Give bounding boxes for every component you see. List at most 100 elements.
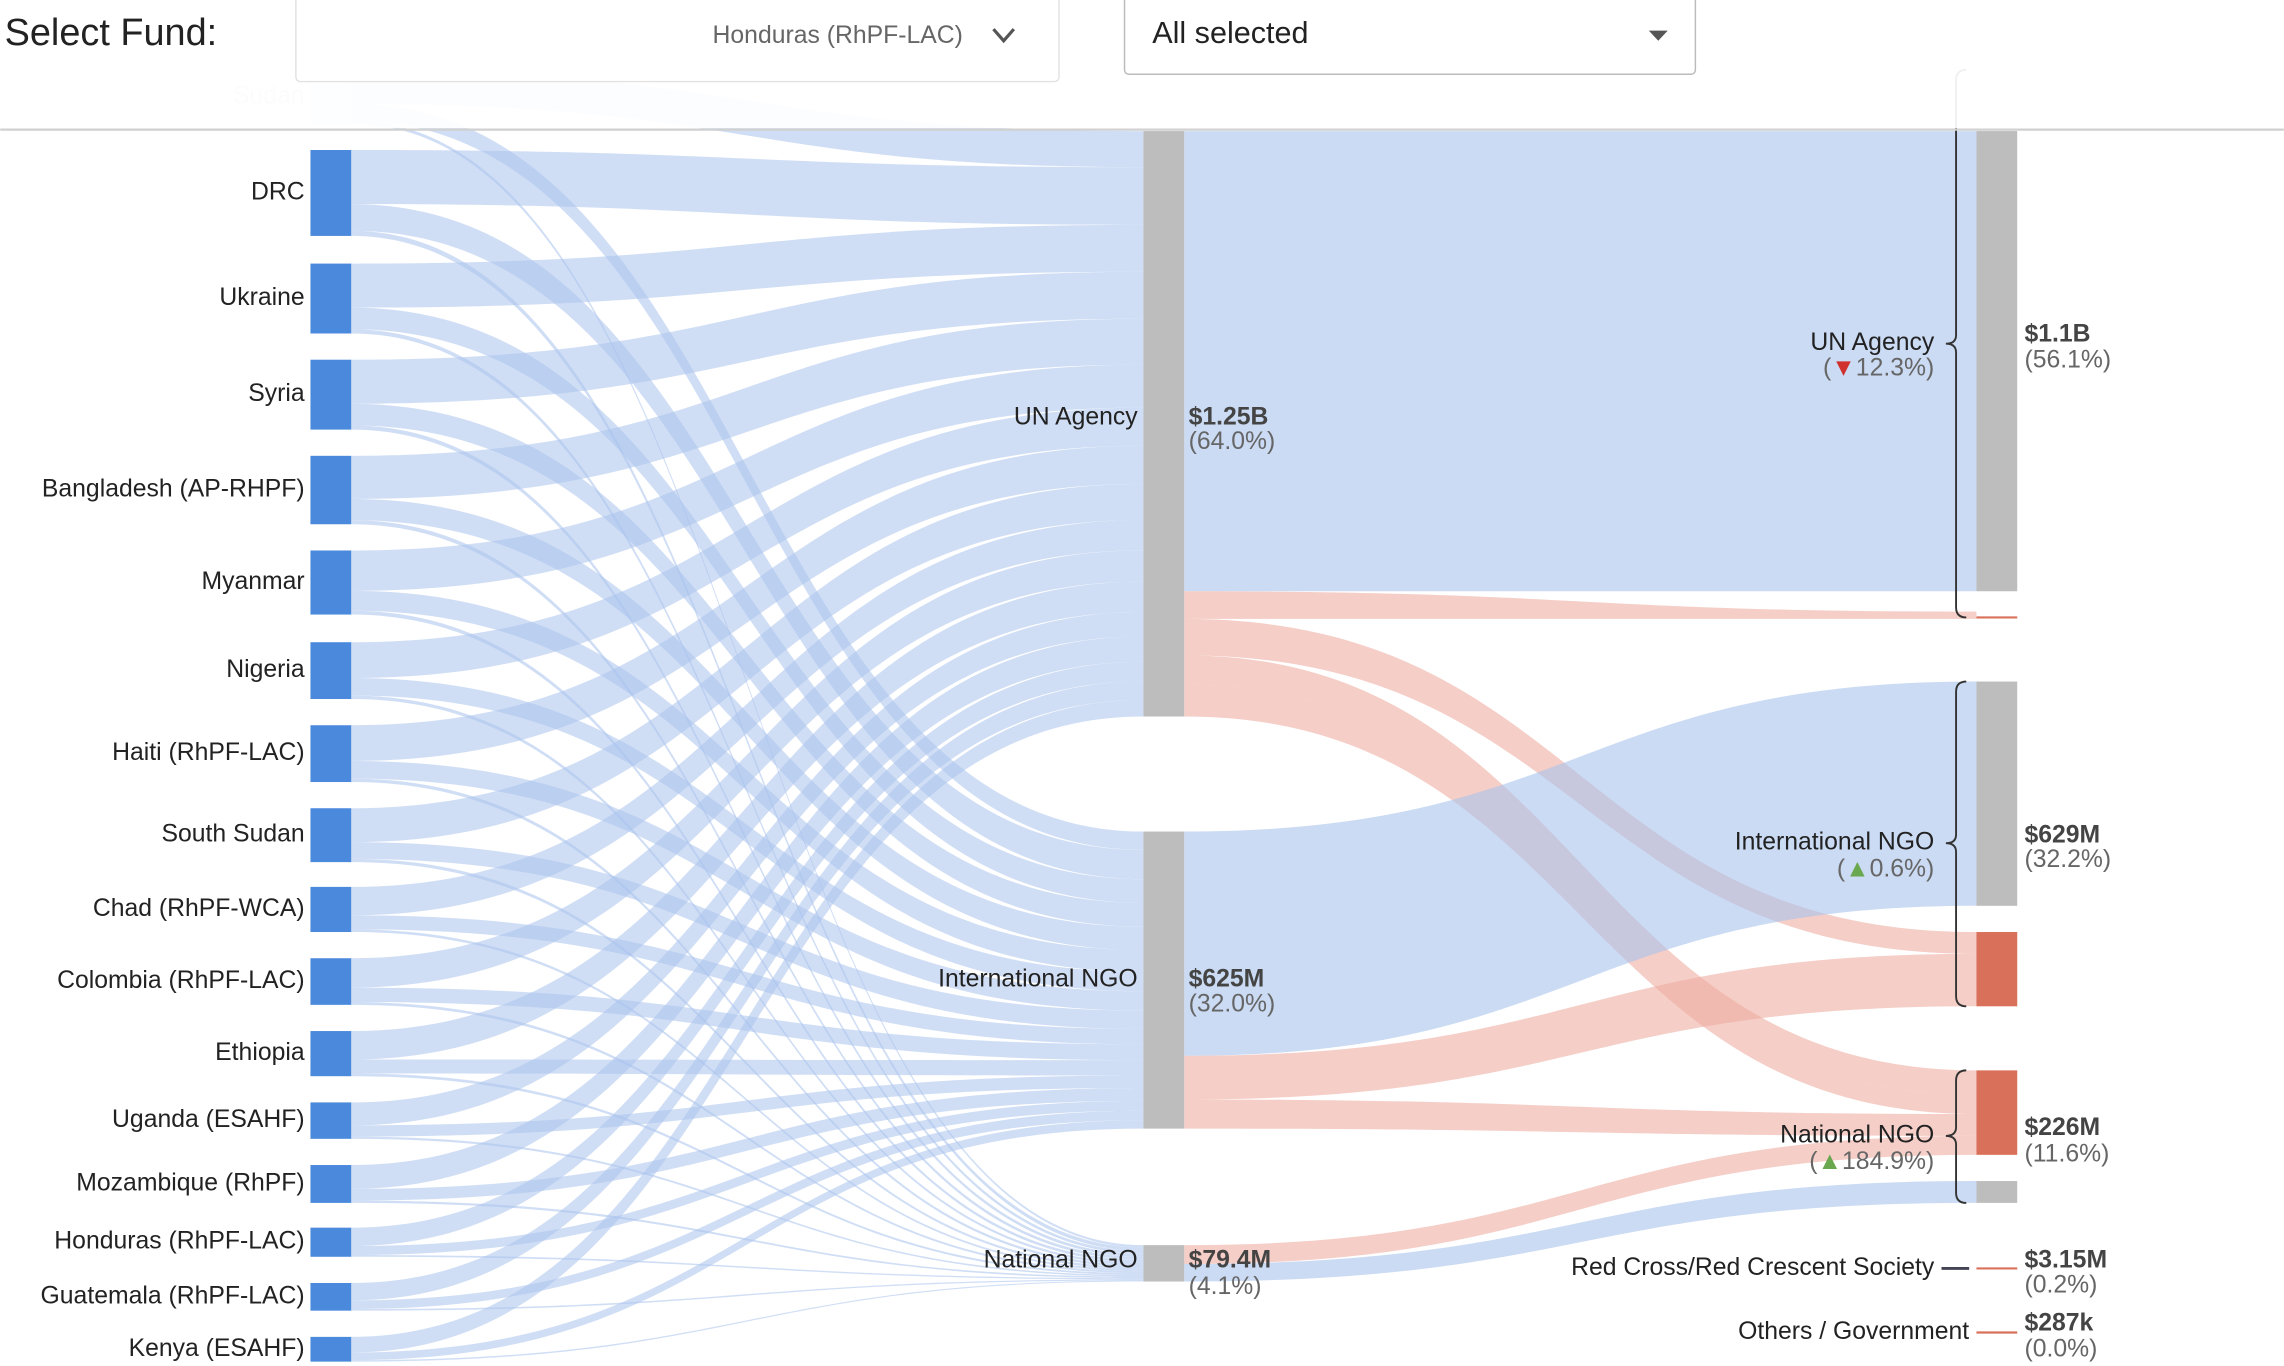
- source-label: Guatemala (RhPF-LAC): [41, 1282, 305, 1309]
- labels: SudanDRCUkraineSyriaBangladesh (AP-RHPF)…: [41, 82, 2112, 1362]
- source-label: Ukraine: [219, 284, 304, 311]
- nodes: [310, 68, 2018, 1362]
- flow: [351, 611, 1144, 1126]
- flow: [351, 329, 1144, 1254]
- source-label: Nigeria: [226, 656, 305, 683]
- middle-node: [1143, 131, 1185, 717]
- middle-amount: $79.4M: [1189, 1247, 1272, 1274]
- middle-label: UN Agency: [1014, 403, 1138, 430]
- fund-dropdown-box[interactable]: [295, 0, 1060, 83]
- flow: [351, 149, 1144, 225]
- middle-share: (4.1%): [1189, 1273, 1262, 1300]
- target-change: (▲184.9%): [1809, 1148, 1934, 1175]
- flow: [351, 483, 1144, 843]
- middle-amount: $1.25B: [1189, 403, 1269, 430]
- flow: [1184, 1181, 1977, 1282]
- flow: [351, 1002, 1144, 1274]
- target-share: (0.0%): [2025, 1336, 2098, 1363]
- flow: [351, 407, 1144, 679]
- target-amount: $3.15M: [2025, 1247, 2108, 1274]
- flow: [1184, 1135, 1977, 1265]
- flow: [351, 636, 1144, 1189]
- source-node: [310, 263, 352, 334]
- flow: [351, 842, 1144, 1029]
- bracket: [1945, 1069, 1967, 1204]
- caret-icon[interactable]: [1648, 30, 1668, 41]
- status-dropdown[interactable]: All selected: [1123, 0, 1697, 75]
- flow: [351, 1280, 1144, 1362]
- flows: [351, 69, 1977, 1362]
- change-part: ▲: [1818, 1148, 1843, 1175]
- flow: [351, 445, 1144, 762]
- source-label: South Sudan: [162, 821, 305, 848]
- source-node: [310, 1102, 352, 1139]
- status-dropdown-box[interactable]: [1123, 0, 1697, 75]
- middle-share: (32.0%): [1189, 990, 1276, 1017]
- target-amount: $287k: [2025, 1309, 2094, 1336]
- source-node: [310, 1227, 352, 1257]
- target-label: Red Cross/Red Crescent Society: [1571, 1254, 1935, 1281]
- flow: [351, 929, 1144, 1272]
- flow: [351, 1087, 1144, 1201]
- flow: [1184, 131, 1977, 592]
- middle-node: [1143, 831, 1185, 1129]
- source-label: Chad (RhPF-WCA): [93, 895, 305, 922]
- target-node: [1976, 1070, 2018, 1155]
- source-label: Kenya (ESAHF): [129, 1335, 305, 1362]
- middle-label: International NGO: [938, 966, 1137, 993]
- flow: [351, 550, 1144, 988]
- source-label: Uganda (ESAHF): [112, 1106, 305, 1133]
- source-label: Haiti (RhPF-LAC): [112, 739, 305, 766]
- chevron-icon[interactable]: [992, 28, 1016, 44]
- source-label: Bangladesh (AP-RHPF): [42, 476, 305, 503]
- target-change: (▼12.3%): [1823, 354, 1934, 381]
- target-label: International NGO: [1735, 829, 1934, 856]
- flow: [351, 1255, 1144, 1280]
- flow: [351, 224, 1144, 308]
- flow: [1184, 591, 1977, 619]
- source-node: [310, 1282, 352, 1311]
- source-node: [310, 455, 352, 525]
- flow: [351, 1100, 1144, 1256]
- status-dropdown-value[interactable]: All selected: [1152, 16, 1308, 50]
- change-part: ▲: [1845, 855, 1870, 882]
- change-part: (: [1809, 1148, 1818, 1175]
- middle-share: (64.0%): [1189, 428, 1276, 455]
- flow: [351, 271, 1144, 404]
- source-node: [310, 1165, 352, 1203]
- change-part: 12.3%): [1856, 354, 1934, 381]
- flow: [351, 120, 1144, 1248]
- flow: [351, 230, 1144, 1251]
- source-label: Colombia (RhPF-LAC): [57, 967, 305, 994]
- change-part: 0.6%): [1870, 855, 1935, 882]
- flow: [351, 699, 1144, 1353]
- bracket: [1945, 680, 1967, 1008]
- flow: [1184, 1099, 1977, 1136]
- target-label: National NGO: [1780, 1121, 1934, 1148]
- fund-dropdown[interactable]: Honduras (RhPF-LAC): [295, 0, 1060, 83]
- flow: [351, 1279, 1144, 1311]
- target-share: (32.2%): [2025, 846, 2112, 873]
- flow: [351, 915, 1144, 1045]
- source-label: Myanmar: [201, 568, 304, 595]
- change-part: ▼: [1831, 354, 1856, 381]
- source-label: Ethiopia: [215, 1039, 305, 1066]
- source-node: [310, 550, 352, 615]
- change-part: (: [1823, 354, 1832, 381]
- source-label: Honduras (RhPF-LAC): [54, 1228, 304, 1255]
- flow: [351, 318, 1144, 499]
- flow: [351, 681, 1144, 1301]
- flow: [351, 581, 1144, 1060]
- flow: [1184, 681, 1977, 1056]
- target-label: UN Agency: [1810, 329, 1934, 356]
- flow: [351, 1120, 1144, 1361]
- flow: [351, 761, 1144, 1011]
- target-amount: $1.1B: [2025, 320, 2091, 347]
- fund-dropdown-value[interactable]: Honduras (RhPF-LAC): [713, 22, 963, 49]
- flow: [351, 520, 1144, 916]
- target-node: [1976, 131, 2018, 592]
- target-node: [1976, 932, 2018, 1007]
- source-node: [310, 1336, 352, 1362]
